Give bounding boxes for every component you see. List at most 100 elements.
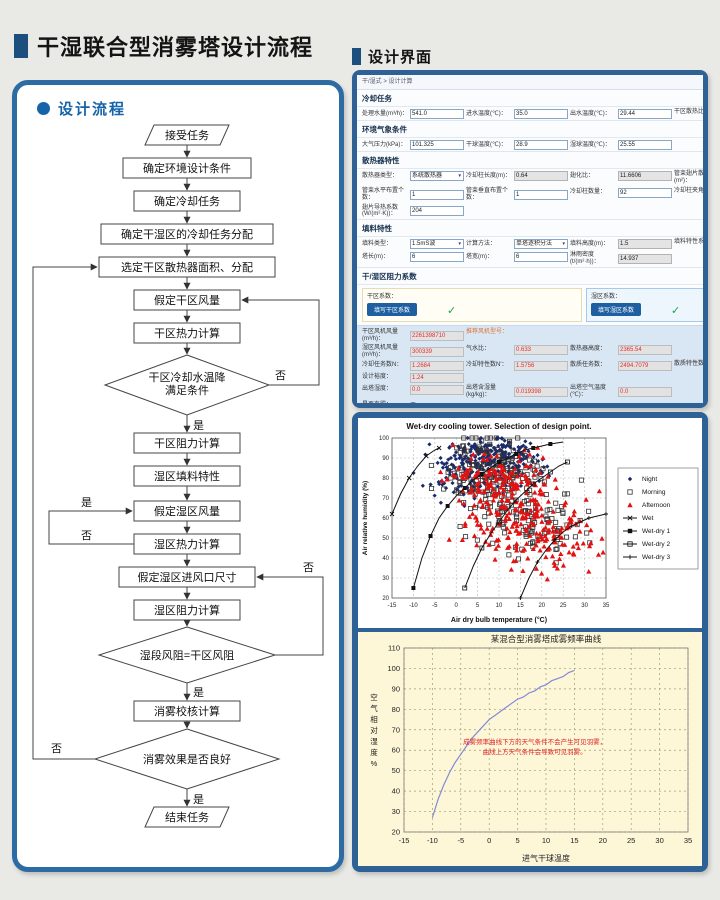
- form-field: 气水比： 0.633: [466, 344, 570, 355]
- field-label: 进水温度(℃)：: [466, 110, 507, 117]
- dry-coeff-card: 干区系数： 填写干区系数 ✓: [362, 288, 582, 323]
- form-field: 设计裕度： 1.24: [362, 372, 466, 383]
- flowchart-node-0: 接受任务: [144, 124, 230, 146]
- field-label: 散热器高度：: [570, 346, 607, 353]
- svg-text:15: 15: [570, 836, 578, 845]
- svg-text:消雾效果是否良好: 消雾效果是否良好: [143, 752, 231, 766]
- chevron-down-icon: ▼: [457, 241, 462, 247]
- svg-text:50: 50: [382, 536, 389, 542]
- svg-text:Afternoon: Afternoon: [642, 502, 671, 509]
- svg-text:接受任务: 接受任务: [165, 129, 209, 142]
- svg-text:确定干湿区的冷却任务分配: 确定干湿区的冷却任务分配: [121, 227, 253, 241]
- check-icon: ✓: [671, 305, 681, 318]
- breadcrumb[interactable]: 干/湿式 > 设计计算: [357, 75, 703, 90]
- svg-text:60: 60: [392, 746, 400, 755]
- design-point-scatter-chart: -15 -10 -5 0 5 10 15 20 25 30 35 20 30 40 50 60 70 80 90 10…: [358, 418, 702, 628]
- chevron-down-icon: ▼: [561, 241, 566, 247]
- readonly-field: 1.5756: [514, 360, 568, 371]
- svg-text:70: 70: [382, 496, 389, 502]
- form-field: 出塔含湿量(kg/kg)： 0.019398: [466, 385, 570, 399]
- form-input[interactable]: 101.325: [410, 140, 464, 150]
- readonly-field: 0.0: [618, 386, 672, 397]
- form-field: 翅化比： 11.6606: [570, 171, 674, 181]
- readonly-field: 2494.7079: [618, 360, 672, 371]
- svg-text:-5: -5: [457, 836, 464, 845]
- form-field: 冷却任务数N： 1.2684: [362, 360, 466, 371]
- form-input[interactable]: 6: [410, 252, 464, 263]
- form-row: 翅片导热系数(W/(m²·K))： 204: [357, 203, 703, 220]
- field-label: 塔长(m)：: [362, 253, 389, 260]
- form-input[interactable]: 25.55: [618, 140, 672, 150]
- line-series-Wet: [389, 445, 442, 517]
- field-label: 出塔含湿量(kg/kg)：: [466, 384, 497, 398]
- form-field: 散质特性数：: [674, 361, 703, 368]
- form-input[interactable]: 6: [514, 252, 568, 263]
- svg-text:40: 40: [392, 787, 400, 796]
- form-input[interactable]: 35.0: [514, 109, 568, 119]
- svg-text:湿区热力计算: 湿区热力计算: [154, 537, 220, 551]
- fill-dry-coeff-button[interactable]: 填写干区系数: [367, 303, 418, 317]
- flowchart-node-9: 湿区填料特性: [133, 465, 241, 487]
- field-label: 出水温度(℃)：: [570, 110, 611, 117]
- form-field: 干区散热比：: [674, 109, 703, 116]
- flowchart-node-10: 假定湿区风量: [133, 500, 241, 522]
- form-input[interactable]: 1: [514, 189, 568, 200]
- svg-text:70: 70: [392, 725, 400, 734]
- form-select[interactable]: 单塔逐积分法 ▼: [514, 239, 568, 250]
- form-select[interactable]: 系统散热器 ▼: [410, 171, 464, 181]
- form-input[interactable]: 92: [618, 187, 672, 198]
- svg-text:假定湿区进风口尺寸: 假定湿区进风口尺寸: [138, 570, 237, 584]
- field-label: 干区风机风量(m³/h)：: [362, 329, 399, 343]
- readonly-field: 1.24: [410, 372, 464, 383]
- svg-text:否: 否: [51, 743, 62, 755]
- flowchart-node-6: 干区热力计算: [133, 322, 241, 344]
- section-title: 干/湿区阻力系数: [357, 268, 703, 286]
- field-label: 散质特性数：: [674, 360, 703, 367]
- form-input[interactable]: 1: [410, 189, 464, 200]
- svg-text:某混合型消雾塔成雾频率曲线: 某混合型消雾塔成雾频率曲线: [491, 634, 602, 644]
- readonly-field: 0.0: [410, 384, 464, 395]
- form-field: 出塔空气温度(℃)： 0.0: [570, 385, 674, 399]
- svg-text:20: 20: [538, 603, 545, 609]
- field-label: 出塔湿度：: [362, 386, 393, 393]
- field-label: 推荐风机型号：: [466, 329, 509, 336]
- flowchart-node-15: 消雾校核计算: [133, 700, 241, 722]
- form-input[interactable]: 29.44: [618, 109, 672, 119]
- field-label: 计算方法：: [466, 240, 497, 247]
- field-label: 冷却柱夹角(°)：: [674, 187, 703, 194]
- form-field: 推荐风机型号：: [466, 329, 570, 336]
- check-icon: ✓: [447, 305, 457, 318]
- svg-text:25: 25: [627, 836, 635, 845]
- page-title-text: 干湿联合型消雾塔设计流程: [37, 35, 314, 60]
- form-select[interactable]: 1.5mS波 ▼: [410, 239, 464, 250]
- svg-text:确定冷却任务: 确定冷却任务: [154, 194, 220, 208]
- form-row: 设计裕度： 1.24: [357, 372, 703, 384]
- svg-text:25: 25: [560, 603, 567, 609]
- form-row: 处理水量(m³/h)： 541.0 进水温度(℃)： 35.0 出水温度(℃)： 29.4…: [357, 107, 703, 120]
- form-row: 湿区风机风量(m³/h)： 300339 气水比： 0.633 散热器高度： 2365.5…: [357, 344, 703, 360]
- svg-text:90: 90: [382, 456, 389, 462]
- flowchart-node-17: 结束任务: [144, 806, 230, 828]
- fill-wet-coeff-button[interactable]: 填写湿区系数: [591, 303, 642, 317]
- field-label: 散热器类型：: [362, 172, 399, 179]
- svg-text:30: 30: [392, 807, 400, 816]
- flow-heading: 设计流程: [37, 98, 339, 119]
- ui-heading: 设计界面: [352, 46, 432, 67]
- svg-text:0: 0: [487, 836, 491, 845]
- form-field: 管束翅片散热面积(m²)：: [674, 171, 703, 185]
- flowchart-node-16: 消雾效果是否良好: [93, 728, 281, 790]
- readonly-field: 2261398710: [410, 331, 464, 342]
- form-row: 出塔湿度： 0.0 出塔含湿量(kg/kg)： 0.019398 出塔空气温度(℃)： 0…: [357, 384, 703, 400]
- readonly-field: 0.019398: [514, 386, 568, 397]
- readonly-field: 0.64: [514, 171, 568, 181]
- form-input[interactable]: 28.9: [514, 140, 568, 150]
- svg-text:否: 否: [303, 562, 314, 574]
- form-input[interactable]: 541.0: [410, 109, 464, 119]
- field-label: 翅化比：: [570, 172, 595, 179]
- svg-text:50: 50: [392, 766, 400, 775]
- form-input[interactable]: 204: [410, 206, 464, 217]
- svg-text:-10: -10: [427, 836, 438, 845]
- coeff-label: 湿区系数：: [591, 294, 622, 301]
- flowchart-node-1: 确定环境设计条件: [122, 157, 252, 179]
- form-field: 处理水量(m³/h)： 541.0: [362, 109, 466, 119]
